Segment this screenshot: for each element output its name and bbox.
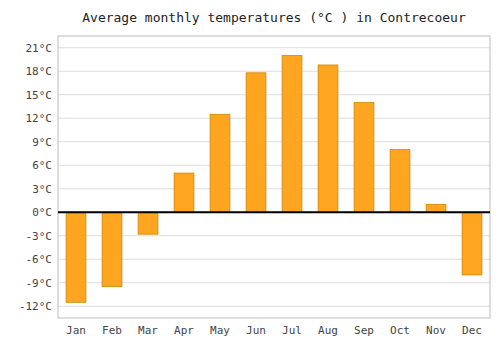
zero-line bbox=[58, 211, 490, 213]
y-tick-label: -6°C bbox=[26, 253, 53, 266]
x-tick-label: Dec bbox=[462, 324, 482, 337]
grid-line bbox=[58, 306, 490, 307]
bar bbox=[462, 212, 482, 275]
x-tick-label: Apr bbox=[174, 324, 194, 337]
y-tick-label: 21°C bbox=[26, 42, 53, 55]
y-tick-label: 15°C bbox=[26, 89, 53, 102]
x-tick-label: May bbox=[210, 324, 230, 337]
y-tick-label: 6°C bbox=[32, 159, 52, 172]
y-tick-label: 3°C bbox=[32, 183, 52, 196]
y-tick-label: 9°C bbox=[32, 136, 52, 149]
grid-line bbox=[58, 47, 490, 48]
grid-line bbox=[58, 282, 490, 283]
bar bbox=[138, 212, 158, 234]
chart-container: Average monthly temperatures (°C ) in Co… bbox=[0, 0, 500, 350]
bars bbox=[66, 56, 482, 303]
title: Average monthly temperatures (°C ) in Co… bbox=[82, 10, 466, 25]
grid-line bbox=[58, 71, 490, 72]
bar bbox=[246, 73, 266, 212]
bar bbox=[66, 212, 86, 302]
bar bbox=[390, 150, 410, 213]
plot-frame bbox=[58, 36, 490, 318]
bar bbox=[102, 212, 122, 286]
x-tick-label: Aug bbox=[318, 324, 338, 337]
y-tick-label: 12°C bbox=[26, 112, 53, 125]
y-tick-label: -9°C bbox=[26, 277, 53, 290]
grid-line bbox=[58, 259, 490, 260]
grid-line bbox=[58, 188, 490, 189]
y-tick-label: -3°C bbox=[26, 230, 53, 243]
bar bbox=[426, 204, 446, 212]
x-tick-label: Jul bbox=[282, 324, 302, 337]
grid-line bbox=[58, 141, 490, 142]
grid-line bbox=[58, 212, 490, 213]
bar bbox=[174, 173, 194, 212]
grid-line bbox=[58, 165, 490, 166]
chart-svg: Average monthly temperatures (°C ) in Co… bbox=[0, 0, 500, 350]
x-tick-label: Oct bbox=[390, 324, 410, 337]
y-tick-label: 18°C bbox=[26, 65, 53, 78]
x-tick-label: Jan bbox=[66, 324, 86, 337]
y-tick-label: -12°C bbox=[19, 300, 52, 313]
y-tick-label: 0°C bbox=[32, 206, 52, 219]
grid-line bbox=[58, 235, 490, 236]
x-tick-label: Mar bbox=[138, 324, 158, 337]
x-tick-label: Sep bbox=[354, 324, 374, 337]
x-tick-label: Jun bbox=[246, 324, 266, 337]
grid bbox=[58, 48, 490, 307]
bar bbox=[354, 103, 374, 213]
x-tick-label: Nov bbox=[426, 324, 446, 337]
bar bbox=[210, 114, 230, 212]
grid-line bbox=[58, 94, 490, 95]
x-tick-label: Feb bbox=[102, 324, 122, 337]
bar bbox=[282, 56, 302, 213]
grid-line bbox=[58, 118, 490, 119]
bar bbox=[318, 65, 338, 212]
